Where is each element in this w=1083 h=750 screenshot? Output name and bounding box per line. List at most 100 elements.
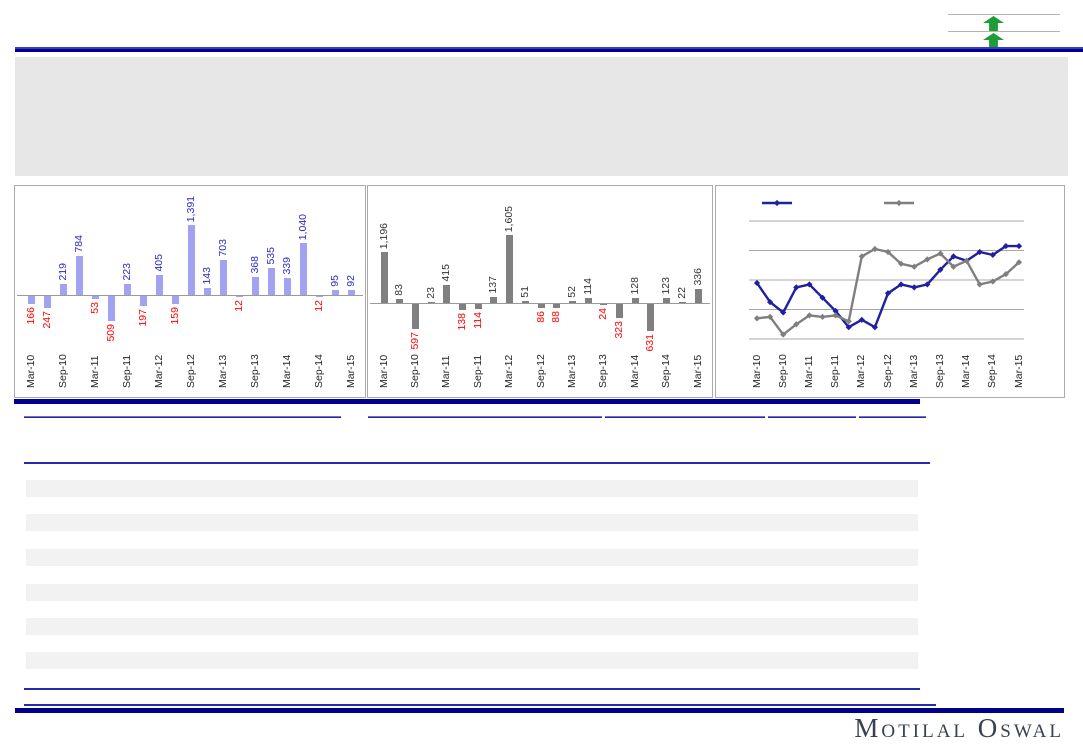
- table-header-underline: [605, 416, 765, 418]
- bar: [427, 302, 435, 303]
- x-tick-label: Mar-12: [503, 354, 516, 388]
- x-tick-label: Mar-13: [907, 354, 920, 388]
- value-label: 23: [424, 287, 437, 299]
- x-tick-label: Sep-10: [408, 354, 421, 388]
- x-tick-label: Mar-15: [691, 354, 704, 388]
- bar: [299, 243, 307, 295]
- diamond-marker: [819, 313, 826, 320]
- arrow-underline: [948, 31, 1060, 32]
- table-row: [26, 618, 918, 635]
- value-label: 24: [597, 308, 610, 320]
- value-label: 123: [660, 277, 673, 295]
- bar: [600, 304, 608, 305]
- value-label: 52: [565, 286, 578, 298]
- x-tick-label: Mar-11: [802, 355, 815, 388]
- x-tick-label: Mar-12: [152, 354, 165, 388]
- bar: [171, 296, 179, 304]
- value-label: 509: [104, 324, 117, 342]
- value-label: 368: [248, 256, 261, 274]
- x-tick-label: Mar-11: [88, 355, 101, 388]
- bar: [107, 296, 115, 321]
- diamond-marker: [884, 248, 892, 256]
- bar: [631, 298, 639, 303]
- x-tick-label: Mar-11: [440, 355, 453, 388]
- x-tick-label: Sep-12: [881, 354, 894, 388]
- x-tick-label: Sep-14: [312, 354, 325, 388]
- bar: [75, 256, 83, 295]
- table-row: [26, 652, 918, 669]
- diamond-marker: [793, 321, 800, 328]
- bar: [521, 301, 529, 303]
- value-label: 1,040: [296, 213, 309, 240]
- bar: [203, 288, 211, 295]
- top-rule-thick: [15, 49, 1083, 52]
- green-up-arrow-icon: [983, 33, 1004, 48]
- bar: [411, 304, 419, 329]
- table-header-underline: [24, 416, 341, 418]
- x-tick-label: Sep-14: [986, 354, 999, 388]
- x-tick-label: Sep-13: [248, 354, 261, 388]
- bar: [347, 290, 355, 295]
- diamond-marker: [911, 284, 918, 291]
- bar: [663, 298, 671, 303]
- plot-area: 166 Mar-10 247 219 Sep-10 784 53 Mar-11 509 223 Se…: [15, 186, 365, 397]
- table-row: [26, 514, 918, 531]
- value-label: 138: [456, 313, 468, 331]
- x-tick-label: Sep-11: [120, 354, 133, 388]
- table-header-underline: [368, 416, 602, 418]
- diamond-marker: [1002, 242, 1009, 250]
- bar: [43, 296, 51, 308]
- value-label: 339: [280, 257, 293, 275]
- value-label: 535: [264, 247, 277, 265]
- x-tick-label: Sep-12: [184, 354, 197, 388]
- diamond-marker: [767, 299, 774, 306]
- x-axis: [370, 303, 710, 304]
- bar: [694, 289, 702, 303]
- summary-banner: [15, 57, 1068, 176]
- bar: [584, 298, 592, 303]
- table-header-underline: [859, 416, 926, 418]
- x-tick-label: Mar-10: [750, 354, 763, 388]
- bar: [27, 296, 35, 304]
- table-row: [26, 549, 918, 566]
- value-label: 405: [152, 254, 165, 272]
- bar: [506, 235, 514, 303]
- x-tick-label: Mar-12: [855, 354, 868, 388]
- diamond-marker: [950, 253, 957, 260]
- value-label: 336: [691, 268, 704, 286]
- bar: [647, 304, 655, 331]
- quarterly-bar-chart-gray: 1,196 Mar-10 83 597 Sep-10 23 415 Mar-11 138 114 S…: [367, 185, 713, 398]
- bar: [139, 296, 147, 306]
- plot-area: 1,196 Mar-10 83 597 Sep-10 23 415 Mar-11 138 114 S…: [368, 186, 712, 397]
- x-tick-label: Sep-10: [56, 354, 69, 388]
- value-label: 12: [312, 300, 325, 312]
- legend-diamond-marker: [895, 199, 903, 207]
- x-tick-label: Sep-13: [597, 354, 610, 388]
- bar: [396, 299, 404, 303]
- footer-rule-thick: [15, 708, 1064, 713]
- bar: [678, 302, 686, 303]
- diamond-marker: [1015, 259, 1023, 266]
- value-label: 88: [550, 311, 563, 323]
- x-tick-label: Sep-11: [829, 354, 842, 388]
- line-chart-svg: [749, 199, 1024, 340]
- section-rule-thick: [14, 399, 920, 404]
- diamond-marker: [753, 315, 761, 322]
- x-axis: [17, 295, 363, 296]
- x-tick-label: Sep-13: [933, 354, 946, 388]
- bar: [443, 285, 451, 303]
- bar: [283, 278, 291, 295]
- x-tick-label: Mar-14: [960, 354, 973, 388]
- diamond-marker: [1015, 242, 1023, 250]
- bar: [553, 304, 561, 308]
- diamond-marker: [1002, 271, 1009, 278]
- value-label: 197: [136, 309, 149, 327]
- bar: [235, 296, 243, 297]
- bar: [315, 296, 323, 297]
- table-row: [26, 480, 918, 497]
- value-label: 143: [200, 267, 213, 285]
- green-up-arrow-icon: [983, 16, 1004, 31]
- x-tick-label: Mar-14: [280, 354, 293, 388]
- diamond-marker: [753, 279, 761, 287]
